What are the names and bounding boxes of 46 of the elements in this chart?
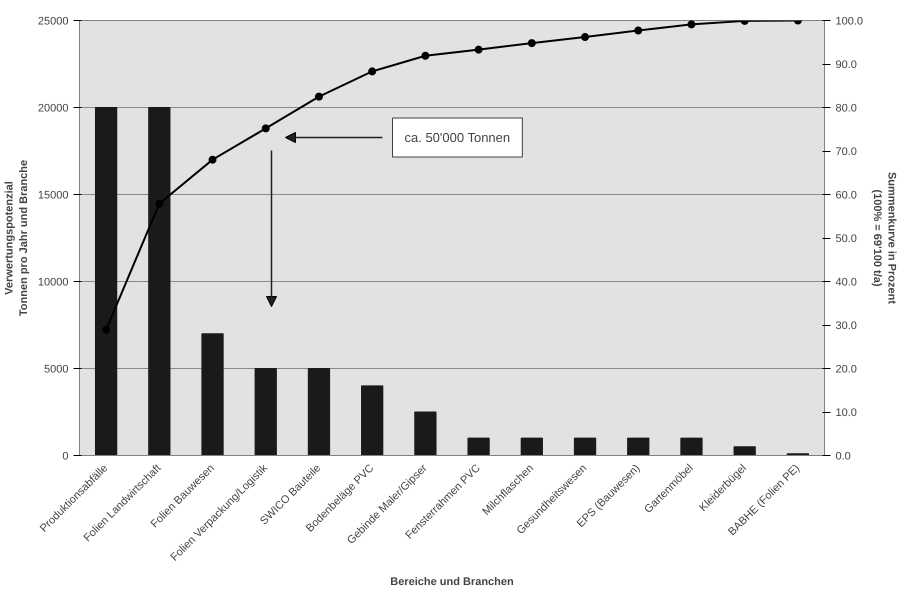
y2-tick-label: 40.0: [836, 276, 857, 288]
y2-tick-label: 0.0: [836, 450, 851, 462]
bar: [574, 438, 596, 456]
bar: [148, 107, 170, 456]
point: [262, 124, 270, 132]
y2-axis-title: Summenkurve in Prozent (100% = 69'100 t/a): [871, 172, 898, 304]
y2-tick-label: 70.0: [836, 146, 857, 158]
point: [474, 46, 483, 54]
y2-tick-label: 30.0: [836, 320, 857, 332]
bar: [94, 107, 118, 456]
point: [634, 26, 642, 34]
bar: [308, 368, 330, 456]
annotation: ca. 50'000 Tonnen: [404, 130, 510, 145]
bar: [734, 446, 756, 456]
y2-tick-label: 90.0: [836, 59, 857, 71]
y-axis-title: Verwertungspotenzial Tonnen pro Jahr und Branche: [4, 160, 30, 316]
bar: [201, 333, 224, 456]
bar: [361, 385, 384, 456]
point: [314, 92, 323, 101]
y2-tick-label: 60.0: [836, 190, 857, 202]
point: [155, 200, 164, 208]
point: [368, 67, 376, 76]
y-tick-label: 20000: [38, 102, 69, 114]
y-tick-label: 25000: [38, 16, 69, 28]
point: [102, 326, 110, 334]
bar: [414, 412, 437, 456]
bar: [467, 438, 490, 456]
y2-tick-label: 50.0: [836, 233, 857, 245]
y-tick-label: 15000: [38, 190, 69, 202]
y-tick-label: 10000: [38, 276, 69, 288]
y2-tick-label: 100.0: [836, 16, 864, 28]
point: [208, 156, 217, 164]
x-axis-title: Bereiche und Branchen: [390, 576, 514, 588]
bar: [680, 438, 703, 456]
point: [581, 33, 590, 42]
point: [528, 39, 536, 48]
bar: [627, 438, 650, 456]
bar: [520, 438, 543, 456]
y-tick-label: 0: [62, 450, 69, 462]
y2-tick-label: 20.0: [836, 364, 857, 376]
y2-tick-label: 80.0: [836, 102, 857, 114]
point: [687, 20, 696, 28]
bar: [254, 368, 277, 456]
y-tick-label: 5000: [44, 364, 69, 376]
y2-tick-label: 10.0: [836, 407, 857, 419]
point: [421, 52, 430, 60]
